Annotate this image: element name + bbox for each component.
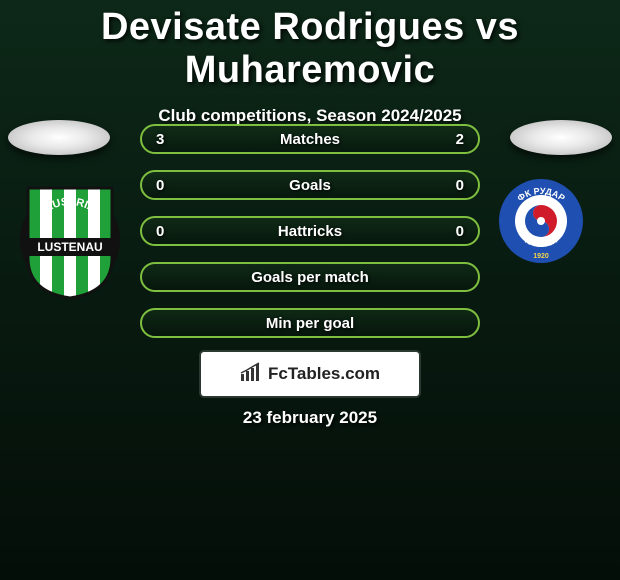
stat-label: Goals	[196, 177, 424, 194]
stat-row-goals-per-match: Goals per match	[140, 262, 480, 292]
page-title: Devisate Rodrigues vs Muharemovic	[0, 0, 620, 92]
stat-row-hattricks: 0 Hattricks 0	[140, 216, 480, 246]
stat-left-value: 3	[156, 131, 196, 148]
stat-right-value: 0	[424, 223, 464, 240]
page-subtitle: Club competitions, Season 2024/2025	[0, 106, 620, 126]
player-photo-right	[510, 120, 612, 155]
stat-left-value: 0	[156, 223, 196, 240]
stat-row-matches: 3 Matches 2	[140, 124, 480, 154]
club-badge-right: ФК РУДАР ПЉЕВЉА 1920	[498, 178, 602, 264]
club-badge-left: AUSTRIA LUSTENAU	[18, 180, 122, 300]
bars-rising-icon	[240, 362, 262, 387]
stat-row-min-per-goal: Min per goal	[140, 308, 480, 338]
comparison-card: Devisate Rodrigues vs Muharemovic Club c…	[0, 0, 620, 580]
brand-badge: FcTables.com	[201, 352, 419, 396]
stat-label: Goals per match	[196, 269, 424, 286]
stat-right-value: 0	[424, 177, 464, 194]
badge-left-bottom-text: LUSTENAU	[37, 240, 102, 254]
stat-left-value: 0	[156, 177, 196, 194]
player-photo-left	[8, 120, 110, 155]
footer-date: 23 february 2025	[0, 408, 620, 428]
stat-row-goals: 0 Goals 0	[140, 170, 480, 200]
brand-text: FcTables.com	[268, 364, 380, 384]
badge-right-year: 1920	[533, 253, 549, 260]
stat-label: Matches	[196, 131, 424, 148]
stat-label: Hattricks	[196, 223, 424, 240]
stat-right-value: 2	[424, 131, 464, 148]
stat-label: Min per goal	[196, 315, 424, 332]
